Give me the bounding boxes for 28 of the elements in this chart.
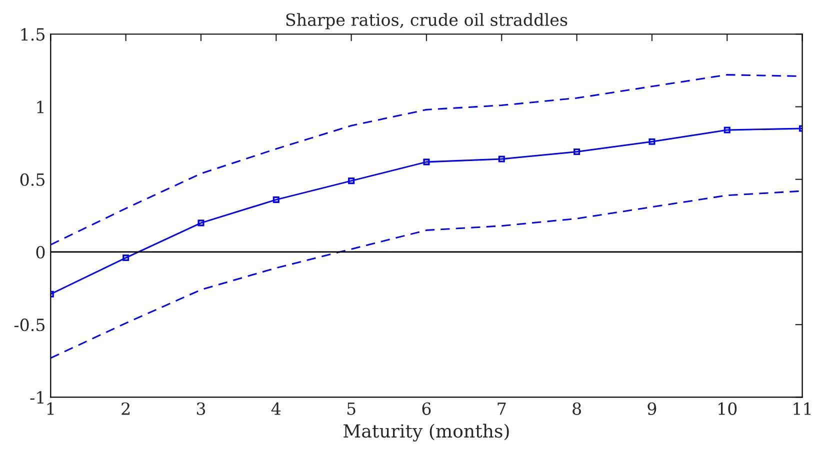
x-tick-label: 5 — [347, 402, 356, 415]
y-tick-label: 0.5 — [20, 173, 45, 186]
x-tick-label: 8 — [572, 402, 581, 415]
point — [348, 178, 355, 184]
x-tick-label: 3 — [196, 402, 206, 415]
point — [423, 158, 430, 166]
x-tick-label: 4 — [271, 402, 281, 415]
y-tick-label: 1.5 — [21, 28, 45, 41]
chart-title: Sharpe ratios, crude oil straddles — [286, 13, 568, 30]
x-tick-label: 11 — [794, 402, 811, 415]
y-tick-label: -1 — [30, 391, 44, 404]
y-tick-label: 1 — [37, 100, 44, 114]
x-tick-label: 9 — [648, 402, 656, 415]
point — [122, 254, 130, 262]
point — [498, 156, 505, 162]
point — [574, 148, 580, 156]
y-tick-label: 0 — [36, 246, 45, 259]
x-tick-label: 1 — [47, 402, 54, 415]
y-tick-label: -0.5 — [14, 318, 45, 332]
point — [272, 196, 280, 203]
point — [648, 138, 656, 145]
x-tick-label: 2 — [122, 402, 130, 415]
x-axis-title: Maturity (months) — [344, 424, 509, 442]
point — [724, 126, 730, 134]
point — [198, 220, 204, 226]
x-tick-label: 10 — [718, 402, 737, 415]
x-tick-label: 6 — [422, 402, 431, 415]
x-tick-label: 7 — [498, 402, 506, 415]
